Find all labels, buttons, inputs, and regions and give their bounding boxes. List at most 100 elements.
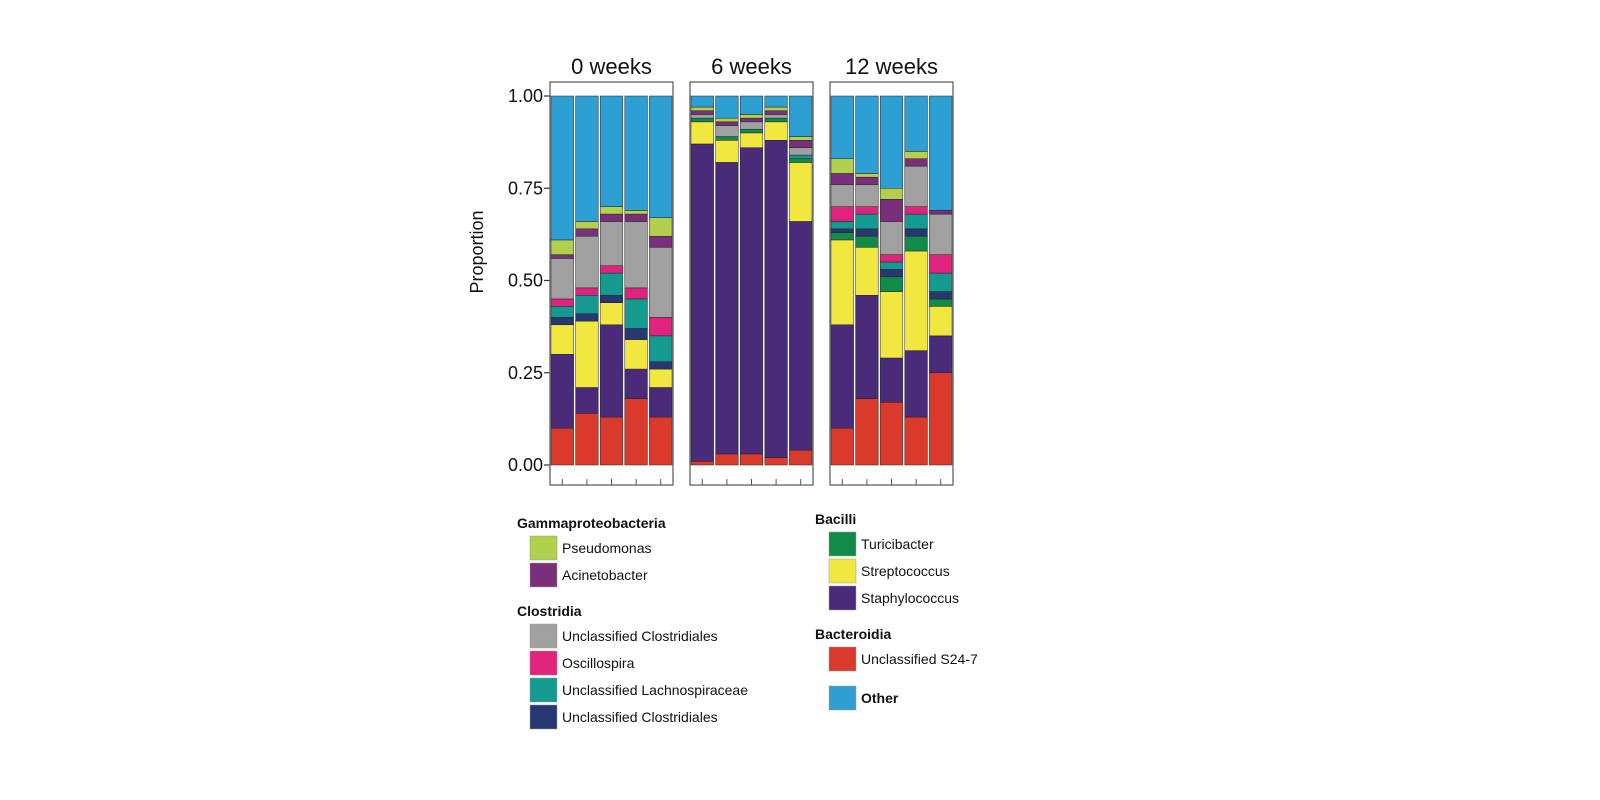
bar-segment-streptococcus: [904, 250, 928, 351]
bar-segment-other: [690, 95, 714, 108]
facets: 0 weeks 6 weeks 12 weeks: [549, 54, 954, 486]
bar-segment-acinetobacter: [764, 110, 788, 115]
legend-label: Streptococcus: [861, 563, 950, 579]
bar-segment-pseudomonas: [575, 221, 599, 230]
bar-segment-unclassified-s24-7: [739, 453, 764, 466]
bar-segment-other: [550, 95, 574, 241]
bar-segment-unclassified-clostridiales-2: [879, 269, 904, 278]
bar-segment-pseudomonas: [599, 206, 624, 215]
bar-segment-unclassified-clostridiales-2: [550, 317, 574, 326]
bar-segment-unclassified-s24-7: [715, 453, 739, 466]
bar-segment-other: [879, 95, 904, 189]
bar-segment-streptococcus: [575, 320, 599, 388]
legend-group-title: Gammaproteobacteria: [517, 515, 666, 531]
bar-segment-acinetobacter: [649, 235, 673, 248]
bar-segment-unclassified-lachnospiraceae: [789, 154, 813, 159]
bar-segment-streptococcus: [929, 306, 953, 337]
bar-segment-oscillospira: [575, 287, 599, 296]
bar-segment-staphylococcus: [624, 368, 648, 399]
bar-segment-pseudomonas: [830, 158, 854, 174]
bar-segment-unclassified-clostridiales-2: [599, 295, 624, 303]
bar-segment-oscillospira: [649, 317, 673, 337]
bar-segment-staphylococcus: [599, 324, 624, 418]
bar-segment-unclassified-clostridiales: [830, 184, 854, 207]
y-tick-label: 1.00: [508, 86, 543, 106]
bar-segment-acinetobacter: [575, 228, 599, 237]
bar-segment-unclassified-lachnospiraceae: [649, 335, 673, 362]
bar-segment-unclassified-clostridiales-2: [929, 291, 953, 300]
bar-segment-unclassified-s24-7: [575, 413, 599, 466]
bar-segment-other: [739, 95, 764, 115]
bar-segment-streptococcus: [879, 291, 904, 359]
bar-segment-unclassified-s24-7: [550, 427, 574, 466]
bar-segment-staphylococcus: [715, 162, 739, 455]
bar-segment-acinetobacter: [624, 213, 648, 222]
bar-segment-other: [624, 95, 648, 211]
legend-swatch: [828, 646, 857, 672]
bar-segment-other: [649, 95, 673, 219]
legend-label: Staphylococcus: [861, 590, 959, 606]
bar-segment-unclassified-s24-7: [789, 449, 813, 466]
bar-segment-unclassified-clostridiales: [550, 258, 574, 300]
bar-segment-unclassified-lachnospiraceae: [929, 272, 953, 292]
facet-panel-border: [829, 81, 954, 486]
bar-segment-oscillospira: [550, 298, 574, 307]
bar-segment-acinetobacter: [599, 213, 624, 222]
bar-segment-oscillospira: [904, 206, 928, 215]
bar-segment-unclassified-s24-7: [830, 427, 854, 466]
legend-group-gammaproteobacteria: Gammaproteobacteria Pseudomonas Acinetobac…: [517, 515, 666, 588]
bar-segment-acinetobacter: [550, 254, 574, 259]
y-tick-label: 0.50: [508, 271, 543, 291]
bar-segment-acinetobacter: [690, 110, 714, 115]
bar-segment-unclassified-clostridiales: [649, 247, 673, 318]
legend-group-bacteroidia: Bacteroidia Unclassified S24-7: [815, 626, 978, 672]
bar-segment-unclassified-clostridiales: [575, 235, 599, 289]
legend-swatch: [529, 704, 558, 730]
bar-segment-unclassified-s24-7: [929, 372, 953, 466]
bar-segment-streptococcus: [764, 121, 788, 141]
bar-segment-unclassified-s24-7: [649, 416, 673, 466]
bar-segment-streptococcus: [715, 140, 739, 163]
bar-segment-turicibacter: [855, 235, 879, 248]
bar-segment-other: [929, 95, 953, 211]
bar-segment-other: [904, 95, 928, 152]
bar-segment-streptococcus: [830, 239, 854, 326]
bar-segment-unclassified-clostridiales: [599, 221, 624, 266]
legend-label: Unclassified Clostridiales: [562, 709, 718, 725]
bar-segment-unclassified-clostridiales: [904, 165, 928, 207]
bar-segment-pseudomonas: [764, 106, 788, 112]
y-axis: 0.00 0.25 0.50 0.75 1.00: [508, 86, 550, 475]
legend-label: Other: [861, 690, 899, 706]
bar-segment-oscillospira: [879, 254, 904, 263]
legend-item-other: Other: [828, 685, 899, 711]
bar-segment-unclassified-clostridiales: [690, 114, 714, 119]
legend-swatch: [828, 585, 857, 611]
bar-segment-pseudomonas: [690, 106, 714, 112]
bar-segment-staphylococcus: [789, 221, 813, 451]
legend-swatch: [529, 623, 558, 649]
bar-segment-unclassified-clostridiales-2: [830, 228, 854, 233]
bar-segment-unclassified-lachnospiraceae: [550, 306, 574, 318]
legend-group-title: Bacilli: [815, 511, 856, 527]
bar-segment-unclassified-clostridiales-2: [624, 328, 648, 340]
bar-segment-acinetobacter: [789, 140, 813, 148]
bar-segment-unclassified-s24-7: [624, 398, 648, 466]
bar-segment-acinetobacter: [830, 173, 854, 185]
legend-label: Turicibacter: [861, 536, 934, 552]
bar-segment-turicibacter: [739, 128, 764, 134]
legend-label: Unclassified S24-7: [861, 651, 978, 667]
bar-segment-unclassified-clostridiales: [789, 147, 813, 156]
bar-segment-unclassified-clostridiales: [715, 125, 739, 137]
bar-segment-staphylococcus: [739, 147, 764, 455]
bar-segment-acinetobacter: [855, 176, 879, 185]
bar-segment-turicibacter: [690, 117, 714, 123]
legend-swatch: [529, 650, 558, 676]
y-tick-label: 0.00: [508, 455, 543, 475]
bar-segment-unclassified-clostridiales-2: [575, 313, 599, 322]
bar-segment-pseudomonas: [855, 173, 879, 178]
facet-6-weeks: 6 weeks: [689, 54, 814, 486]
bar-segment-unclassified-clostridiales: [739, 121, 764, 130]
bar-segment-staphylococcus: [879, 357, 904, 403]
bar-segment-other: [575, 95, 599, 222]
legend-group-clostridia: Clostridia Unclassified Clostridiales Osci…: [517, 603, 748, 730]
